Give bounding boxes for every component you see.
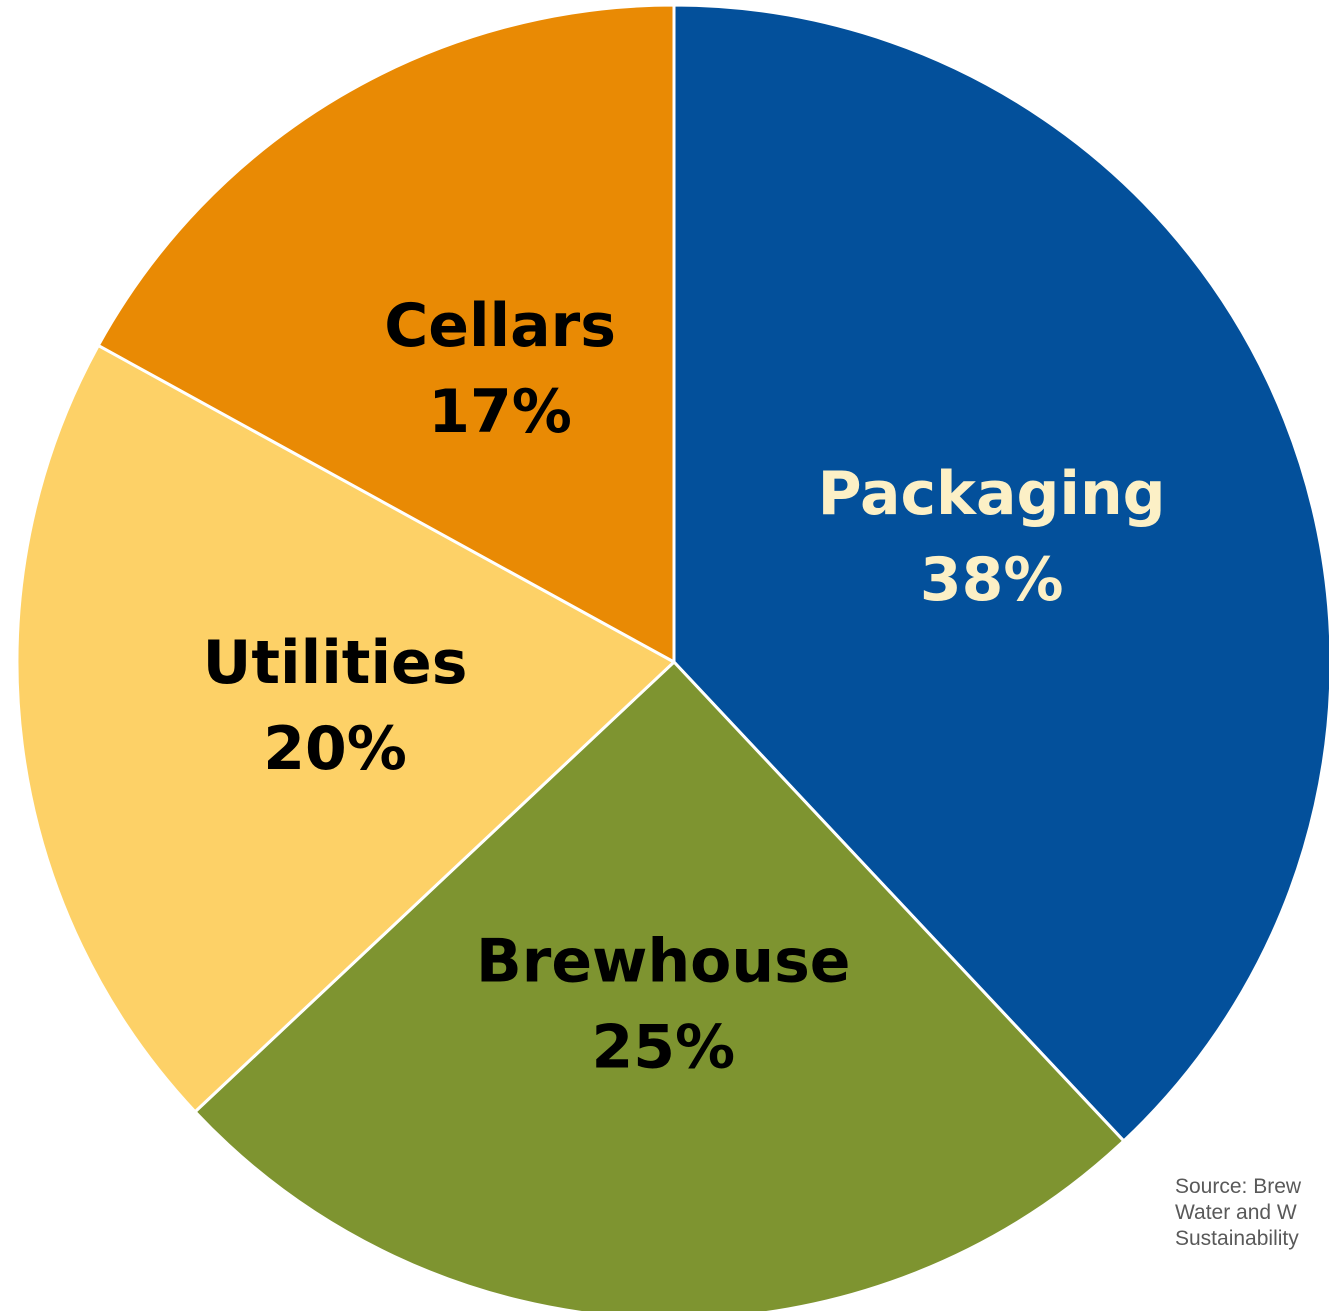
pie-label-packaging-name: Packaging xyxy=(818,459,1166,529)
source-note-line-3: Sustainability xyxy=(1175,1227,1299,1250)
pie-label-utilities-value: 20% xyxy=(263,714,407,784)
source-note-line-1: Source: Brew xyxy=(1175,1175,1302,1198)
source-note: Source: Brew Water and W Sustainability xyxy=(1175,1174,1329,1252)
pie-label-brewhouse-value: 25% xyxy=(591,1012,735,1082)
pie-label-cellars-name: Cellars xyxy=(384,291,616,361)
pie-label-packaging-value: 38% xyxy=(920,545,1064,615)
pie-slices xyxy=(15,3,1329,1311)
source-note-line-2: Water and W xyxy=(1175,1201,1297,1224)
pie-label-brewhouse-name: Brewhouse xyxy=(476,926,851,996)
pie-slice-utilities xyxy=(15,343,676,1114)
pie-slice-brewhouse xyxy=(193,660,1126,1311)
pie-slice-packaging xyxy=(672,3,1329,1143)
pie-label-utilities-name: Utilities xyxy=(203,628,468,698)
pie-slice-cellars xyxy=(96,3,676,664)
pie-label-cellars-value: 17% xyxy=(428,377,572,447)
pie-labels: Packaging 38% Brewhouse 25% Utilities 20% Cell… xyxy=(203,291,1166,1083)
